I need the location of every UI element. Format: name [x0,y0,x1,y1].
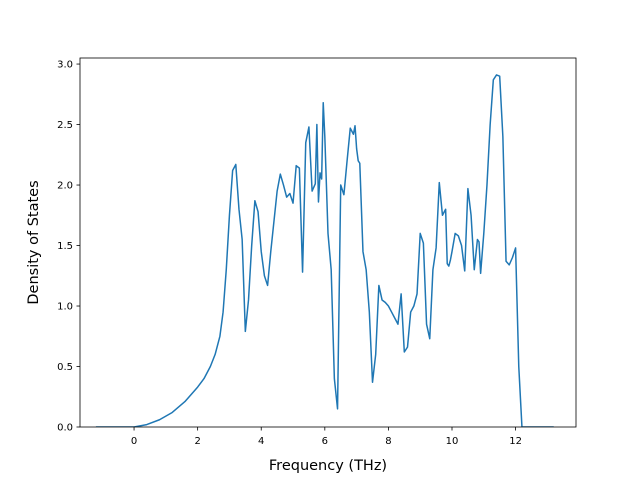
plot-area [95,74,554,427]
y-tick-label: 0.5 [57,362,73,373]
y-tick-label: 2.0 [57,181,73,192]
x-tick-label: 4 [258,436,264,447]
x-axis-label: Frequency (THz) [269,458,387,474]
axes-frame [79,57,577,428]
x-tick-label: 0 [131,436,137,447]
x-axis-ticks: 0 2 4 6 8 10 12 [131,427,522,447]
y-axis-label: Density of States [26,180,42,304]
y-tick-label: 3.0 [57,60,73,71]
x-tick-label: 6 [322,436,328,447]
x-tick-label: 12 [509,436,522,447]
y-tick-label: 0.0 [57,423,73,434]
y-axis-ticks: 0.0 0.5 1.0 1.5 2.0 2.5 3.0 [57,60,80,434]
y-tick-label: 2.5 [57,120,73,131]
y-tick-label: 1.0 [57,302,73,313]
y-tick-label: 1.5 [57,241,73,252]
x-tick-label: 10 [446,436,459,447]
x-tick-label: 2 [194,436,200,447]
dos-series-line [95,74,554,427]
x-tick-label: 8 [385,436,391,447]
